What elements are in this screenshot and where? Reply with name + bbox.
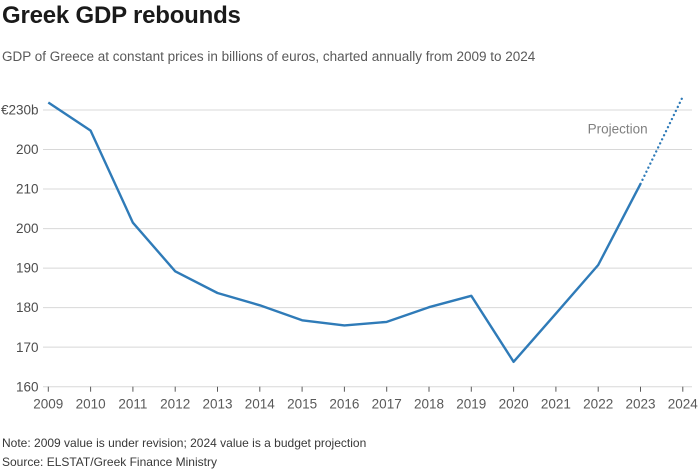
gdp-projection-line xyxy=(639,95,684,186)
y-axis-label: 180 xyxy=(16,300,39,315)
x-axis-label: 2015 xyxy=(287,397,317,412)
x-axis-label: 2023 xyxy=(625,397,655,412)
x-axis-label: 2024 xyxy=(668,397,699,412)
x-axis-label: 2014 xyxy=(245,397,276,412)
chart-title: Greek GDP rebounds xyxy=(2,2,241,29)
x-axis-label: 2011 xyxy=(118,397,147,412)
chart-subtitle: GDP of Greece at constant prices in bill… xyxy=(2,49,536,64)
y-axis-label: 160 xyxy=(16,379,39,394)
x-axis-label: 2012 xyxy=(160,397,190,412)
gdp-line xyxy=(47,101,642,363)
chart-source: Source: ELSTAT/Greek Finance Ministry xyxy=(2,454,217,469)
y-axis-label: 190 xyxy=(16,261,39,276)
x-axis-label: 2009 xyxy=(33,397,63,412)
x-axis-label: 2017 xyxy=(372,397,402,412)
projection-label: Projection xyxy=(588,122,648,137)
y-axis-label: 200 xyxy=(16,221,39,236)
x-axis-label: 2022 xyxy=(583,397,613,412)
y-axis-label: 200 xyxy=(16,142,39,157)
y-axis-label: 170 xyxy=(16,340,39,355)
y-axis-label: 210 xyxy=(16,182,39,197)
x-axis-label: 2013 xyxy=(202,397,232,412)
x-axis-label: 2020 xyxy=(499,397,529,412)
x-axis-label: 2016 xyxy=(329,397,359,412)
x-axis-label: 2018 xyxy=(414,397,444,412)
chart-note: Note: 2009 value is under revision; 2024… xyxy=(2,436,367,450)
x-axis-label: 2010 xyxy=(76,397,106,412)
chart-footer: Note: 2009 value is under revision; 2024… xyxy=(2,434,366,471)
y-axis-label: €230b xyxy=(1,103,39,118)
x-axis-label: 2021 xyxy=(541,397,571,412)
x-axis-label: 2019 xyxy=(456,397,486,412)
